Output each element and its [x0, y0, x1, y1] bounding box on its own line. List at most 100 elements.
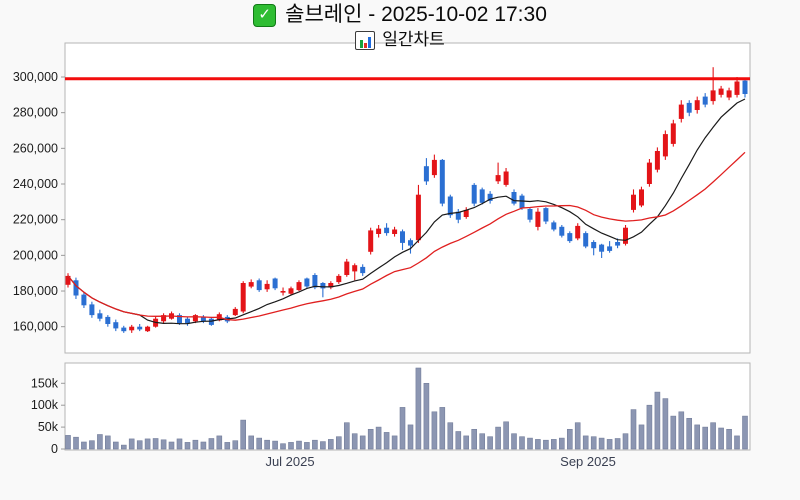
volume-bar [73, 436, 79, 450]
volume-bar [598, 437, 605, 450]
volume-bar [447, 422, 454, 450]
volume-bar [304, 442, 310, 450]
volume-bar [423, 382, 430, 450]
x-axis-label: Jul 2025 [265, 454, 314, 469]
volume-bar [168, 441, 175, 450]
candle-body [185, 318, 190, 324]
volume-tick-label: 150k [31, 376, 59, 390]
candle-body [431, 159, 437, 176]
candle-body [702, 96, 708, 105]
volume-bar [128, 438, 135, 450]
volume-bar [399, 407, 406, 450]
volume-bar [503, 421, 509, 450]
volume-bar [431, 411, 438, 450]
bar-chart-icon [355, 30, 376, 50]
candle-body [718, 88, 724, 95]
candle-body [678, 104, 684, 119]
volume-bar [216, 435, 223, 450]
volume-bar [686, 417, 693, 450]
candle-body [575, 225, 581, 239]
volume-bar [144, 438, 151, 450]
volume-bar [566, 428, 573, 450]
candle-body [567, 233, 573, 242]
candle-body [312, 275, 318, 288]
candles [65, 67, 748, 333]
volume-bar [439, 407, 446, 450]
volume-bar [89, 440, 95, 450]
candle-body [97, 313, 103, 319]
green-bar [359, 39, 363, 48]
volume-bar [742, 415, 748, 450]
red-bar [363, 42, 367, 48]
volume-bar [224, 442, 231, 450]
candle-body [623, 227, 628, 244]
price-tick-label: 260,000 [13, 141, 58, 155]
candle-body [344, 261, 350, 275]
price-tick-label: 280,000 [13, 106, 58, 120]
volume-bar [590, 436, 597, 450]
volume-bar [327, 439, 334, 450]
price-tick-label: 180,000 [13, 284, 58, 298]
volume-bar [383, 432, 390, 450]
volume-bar [256, 437, 263, 450]
volume-bar [702, 426, 709, 450]
volume-bar [160, 439, 167, 450]
candle-body [670, 123, 676, 144]
volume-bar [335, 436, 342, 450]
chart-type-label: 일간차트 [382, 30, 445, 49]
volume-bar [543, 439, 549, 450]
volume-bar [415, 367, 422, 450]
price-tick-label: 160,000 [13, 320, 58, 334]
volume-bar [527, 437, 533, 450]
volume-bar [734, 435, 740, 450]
candle-body [686, 102, 692, 113]
candle-body [535, 211, 541, 227]
candle-body [527, 209, 533, 220]
candle-body [615, 242, 621, 246]
volume-tick-label: 0 [51, 442, 58, 456]
candle-body [487, 193, 493, 201]
volume-bar [614, 438, 621, 450]
candle-body [105, 316, 111, 324]
ma-fast-line [67, 98, 746, 325]
candle-body [742, 80, 748, 94]
candle-body [455, 211, 461, 220]
volume-bar [288, 442, 294, 450]
price-tick-label: 300,000 [13, 70, 58, 84]
volume-bar [264, 439, 270, 450]
candle-body [376, 228, 382, 234]
volume-tick-label: 50k [38, 420, 59, 434]
candle-body [89, 304, 95, 316]
candle-body [352, 265, 358, 272]
volume-bar [511, 433, 517, 450]
volume-bar [240, 419, 246, 450]
candle-body [145, 326, 151, 332]
candle-body [559, 226, 565, 236]
candle-body [137, 326, 143, 330]
candle-body [288, 288, 294, 294]
ma-slow-line [67, 151, 746, 321]
candle-body [121, 327, 127, 332]
candle-body [734, 81, 740, 95]
volume-bar [487, 436, 493, 450]
page-title: 솔브레인 - 2025-10-02 17:30 [285, 3, 547, 26]
candle-body [200, 316, 206, 322]
volume-bar [582, 435, 589, 450]
volume-bar [455, 431, 462, 450]
candle-body [129, 326, 135, 331]
candle-body [607, 246, 613, 251]
volume-bar [208, 438, 215, 450]
candle-body [81, 294, 87, 306]
candle-body [631, 194, 636, 210]
volume-tick-label: 100k [31, 398, 59, 412]
candle-body [192, 315, 198, 322]
candle-body [208, 318, 214, 325]
candle-body [336, 275, 342, 283]
checkbox-icon[interactable]: ✓ [253, 3, 277, 27]
volume-bar [312, 439, 318, 450]
candle-body [654, 151, 660, 170]
candle-body [543, 208, 549, 222]
candle-body [423, 166, 429, 182]
candle-body [360, 266, 366, 274]
